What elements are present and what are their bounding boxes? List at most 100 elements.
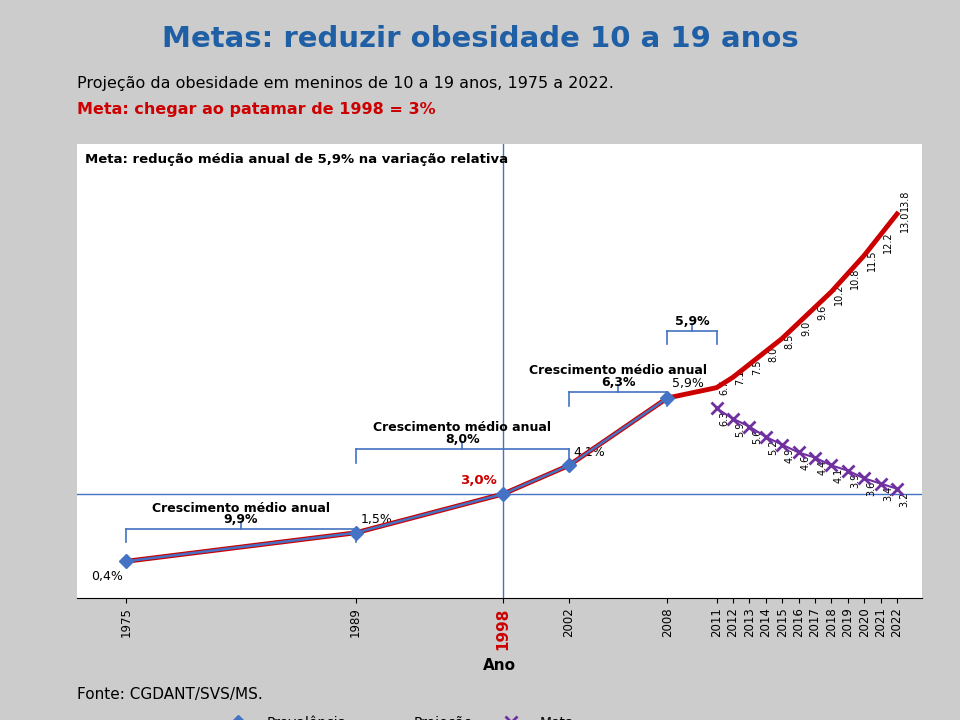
Projeção bbox=[268, 539, 279, 547]
Meta bbox=[842, 467, 853, 475]
Meta bbox=[793, 448, 804, 456]
Projeção bbox=[416, 511, 427, 520]
Projeção bbox=[497, 490, 509, 498]
Meta bbox=[858, 474, 870, 482]
Meta bbox=[744, 422, 756, 431]
Text: Fonte: CGDANT/SVS/MS.: Fonte: CGDANT/SVS/MS. bbox=[77, 687, 262, 702]
Text: 8.0: 8.0 bbox=[768, 346, 779, 361]
Meta bbox=[760, 433, 772, 441]
Meta bbox=[891, 485, 902, 493]
Text: 5,9%: 5,9% bbox=[675, 315, 709, 328]
Projeção bbox=[547, 468, 559, 477]
Projeção bbox=[777, 334, 788, 343]
Meta bbox=[826, 461, 837, 469]
Projeção bbox=[612, 428, 624, 436]
Text: 8.5: 8.5 bbox=[784, 333, 795, 348]
Text: 3.2: 3.2 bbox=[900, 491, 909, 507]
Prevalência bbox=[564, 461, 575, 469]
Projeção bbox=[530, 475, 541, 484]
Projeção bbox=[153, 553, 164, 562]
Projeção bbox=[514, 482, 525, 491]
Projeção bbox=[465, 498, 476, 507]
Projeção bbox=[875, 230, 886, 239]
Projeção bbox=[120, 557, 132, 566]
Projeção bbox=[891, 210, 902, 218]
Projeção bbox=[170, 551, 181, 559]
Projeção bbox=[333, 531, 345, 539]
Text: Crescimento médio anual: Crescimento médio anual bbox=[529, 364, 708, 377]
Legend: Prevalência, Projeção, Meta: Prevalência, Projeção, Meta bbox=[216, 711, 580, 720]
Text: 1,5%: 1,5% bbox=[361, 513, 393, 526]
Projeção bbox=[826, 287, 837, 296]
Text: 9.0: 9.0 bbox=[801, 320, 811, 336]
Projeção bbox=[235, 543, 247, 552]
Projeção bbox=[596, 438, 608, 447]
Text: 5,9%: 5,9% bbox=[672, 377, 704, 390]
Line: Meta: Meta bbox=[710, 402, 903, 495]
Text: 8,0%: 8,0% bbox=[445, 433, 480, 446]
Projeção bbox=[448, 503, 460, 511]
Projeção bbox=[629, 416, 640, 425]
Projeção bbox=[661, 394, 673, 402]
Projeção bbox=[252, 541, 263, 549]
Text: 6,3%: 6,3% bbox=[601, 376, 636, 389]
Projeção bbox=[367, 524, 378, 533]
Meta bbox=[727, 415, 738, 423]
Text: 5.6: 5.6 bbox=[752, 429, 762, 444]
Text: 6.3: 6.3 bbox=[719, 411, 729, 426]
Projeção bbox=[580, 450, 591, 459]
Projeção bbox=[219, 545, 230, 554]
Projeção bbox=[481, 494, 492, 503]
Line: Prevalência: Prevalência bbox=[121, 393, 672, 566]
Projeção bbox=[136, 555, 148, 564]
Text: 7.1: 7.1 bbox=[735, 369, 745, 385]
Text: 11.5: 11.5 bbox=[867, 250, 876, 271]
Projeção bbox=[809, 303, 821, 312]
Text: 9,9%: 9,9% bbox=[224, 513, 258, 526]
Text: 5.2: 5.2 bbox=[768, 439, 779, 455]
Line: Projeção: Projeção bbox=[126, 214, 897, 562]
Text: 5.9: 5.9 bbox=[735, 421, 745, 437]
Prevalência bbox=[120, 557, 132, 566]
Meta bbox=[875, 480, 886, 488]
Text: 4.1: 4.1 bbox=[834, 468, 844, 483]
Projeção bbox=[858, 251, 870, 260]
Projeção bbox=[760, 347, 772, 356]
Text: 3.6: 3.6 bbox=[867, 481, 876, 496]
Text: 4,1%: 4,1% bbox=[574, 446, 606, 459]
Text: 0,4%: 0,4% bbox=[91, 570, 123, 583]
Projeção bbox=[842, 269, 853, 278]
Projeção bbox=[186, 549, 198, 557]
Projeção bbox=[678, 390, 689, 399]
Text: 4.6: 4.6 bbox=[801, 455, 811, 470]
Text: 10.2: 10.2 bbox=[834, 283, 844, 305]
Text: 3.9: 3.9 bbox=[851, 473, 860, 488]
Meta bbox=[809, 454, 821, 462]
Projeção bbox=[300, 534, 312, 543]
Projeção bbox=[793, 318, 804, 327]
Text: Projeção da obesidade em meninos de 10 a 19 anos, 1975 a 2022.: Projeção da obesidade em meninos de 10 a… bbox=[77, 76, 613, 91]
Text: Crescimento médio anual: Crescimento médio anual bbox=[373, 421, 551, 434]
Projeção bbox=[727, 373, 738, 382]
Prevalência bbox=[661, 394, 673, 402]
Meta bbox=[777, 441, 788, 449]
Text: Crescimento médio anual: Crescimento médio anual bbox=[152, 502, 330, 515]
Projeção bbox=[564, 461, 575, 469]
Projeção bbox=[694, 387, 706, 395]
Text: Meta: chegar ao patamar de 1998 = 3%: Meta: chegar ao patamar de 1998 = 3% bbox=[77, 102, 436, 117]
Projeção bbox=[349, 528, 361, 537]
Projeção bbox=[744, 360, 756, 369]
Text: 9.6: 9.6 bbox=[817, 305, 828, 320]
Projeção bbox=[432, 507, 444, 516]
Projeção bbox=[317, 533, 328, 541]
Text: 4.9: 4.9 bbox=[784, 447, 795, 462]
Projeção bbox=[399, 516, 411, 524]
Text: 13.0: 13.0 bbox=[900, 211, 909, 232]
Text: 4.4: 4.4 bbox=[817, 460, 828, 475]
Text: Metas: reduzir obesidade 10 a 19 anos: Metas: reduzir obesidade 10 a 19 anos bbox=[161, 25, 799, 53]
Text: 13.8: 13.8 bbox=[900, 190, 909, 212]
Prevalência bbox=[497, 490, 509, 498]
Text: 10.8: 10.8 bbox=[851, 268, 860, 289]
Projeção bbox=[710, 383, 722, 392]
Prevalência bbox=[349, 528, 361, 537]
